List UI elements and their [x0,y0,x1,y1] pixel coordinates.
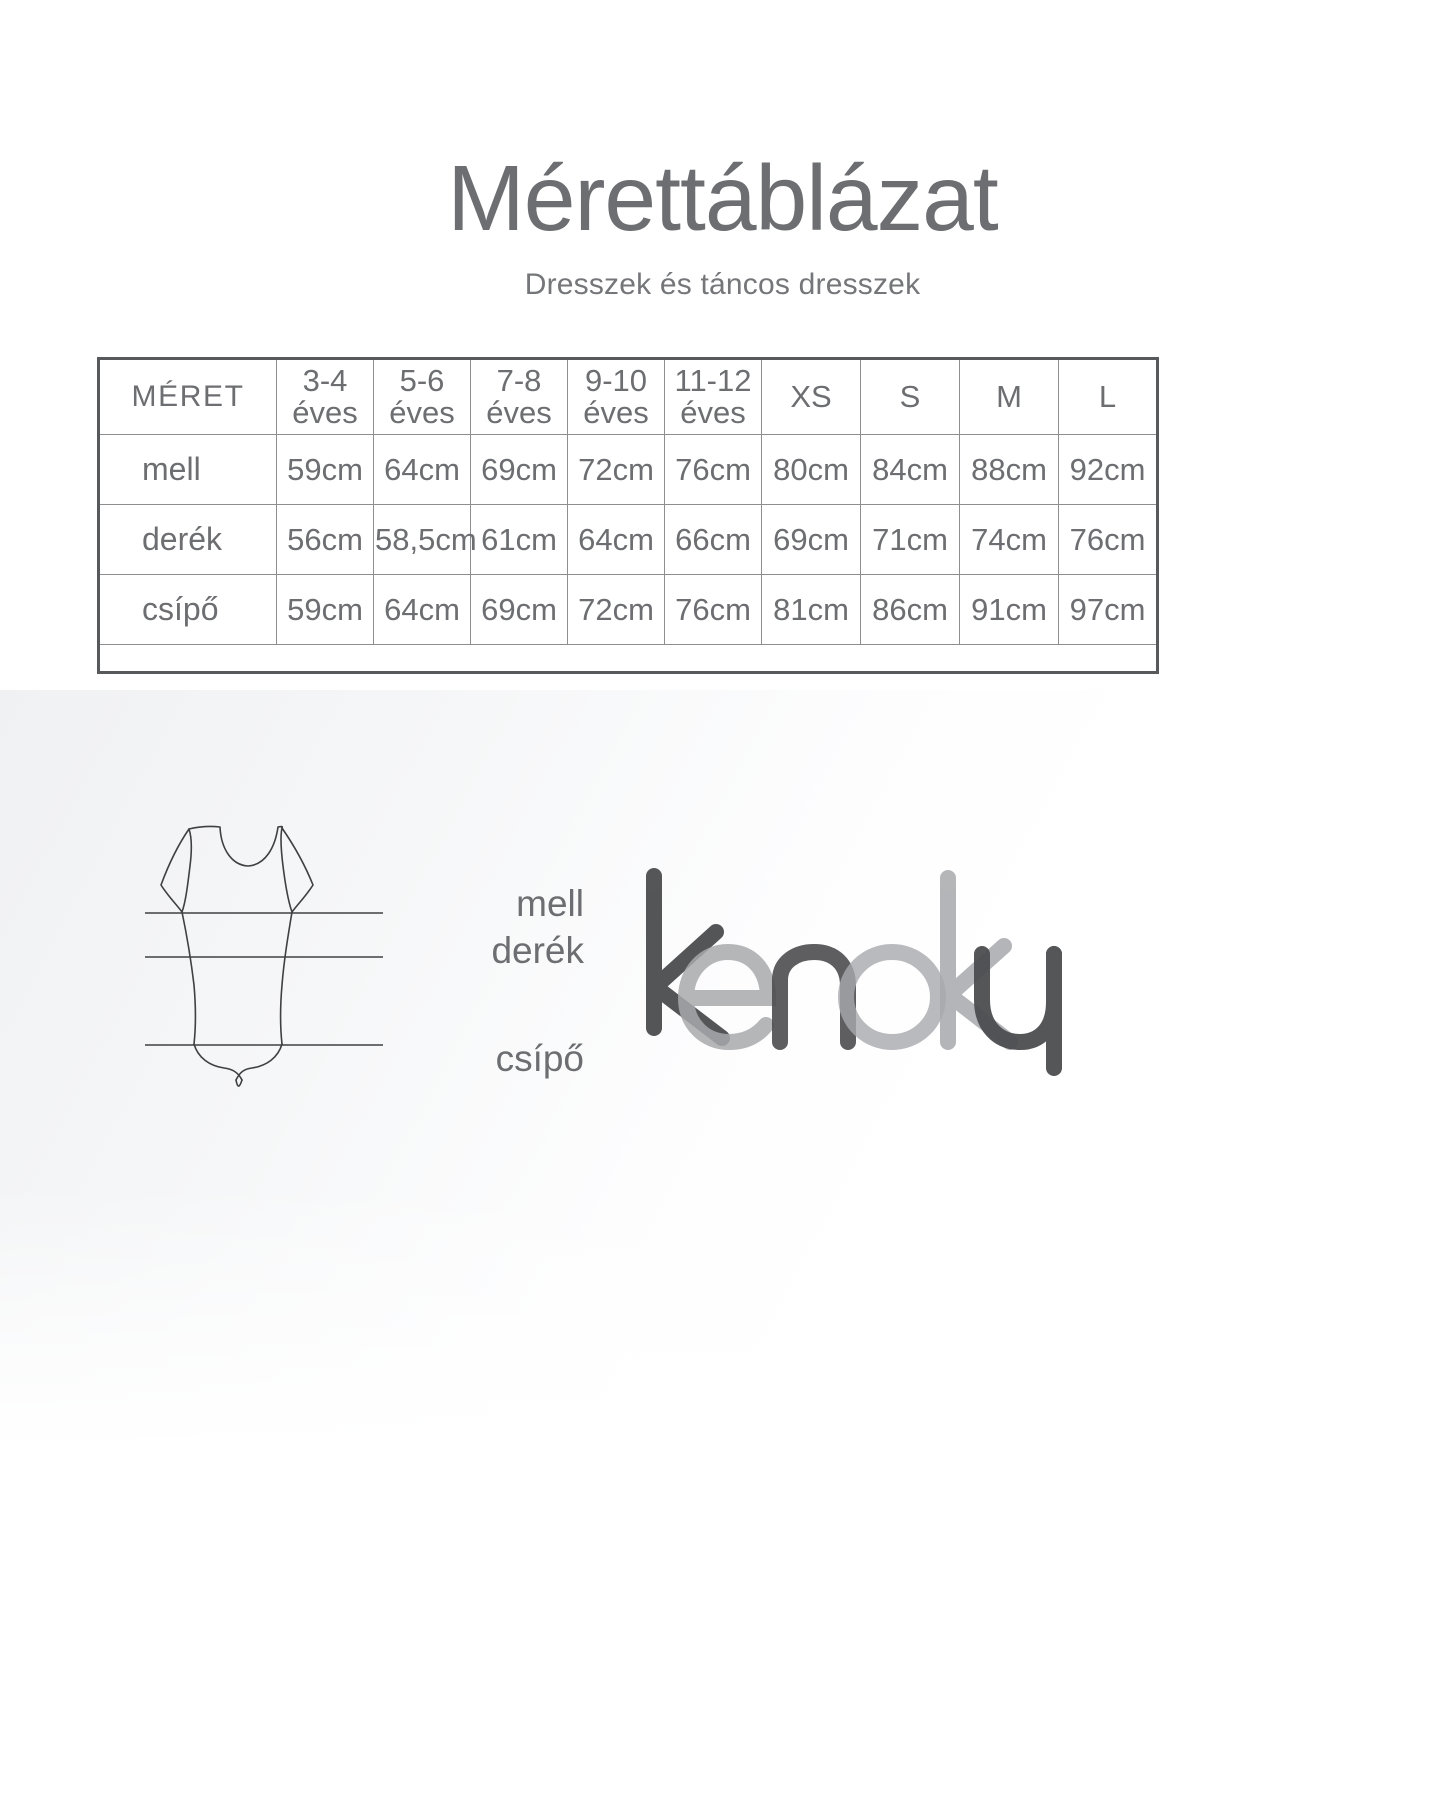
header-line-1: 3-4 [302,363,348,399]
cell-value: 84cm [860,434,960,505]
row-label-mell: mell [98,434,277,505]
cell-value: 64cm [373,434,471,505]
header-line-1: 9-10 [584,363,648,399]
cell-value: 59cm [276,574,374,645]
table-header-row: MÉRET 3-4 éves 5-6 éves 7-8 éves 9-10 [98,358,1158,435]
cell-value: 80cm [761,434,861,505]
header-line-1: L [1098,379,1117,415]
header-cell-size: 11-12 éves [664,358,762,435]
cell-value: 56cm [276,504,374,575]
measure-label-csipo: csípő [495,1037,584,1079]
header-line-2: éves [292,395,358,430]
header-line-1: S [899,379,921,415]
header-line-1: 7-8 [496,363,542,399]
cell-value: 66cm [664,504,762,575]
cell-value: 92cm [1058,434,1158,505]
cell-value: 86cm [860,574,960,645]
header-cell-size: S [860,358,960,435]
header-line-2: éves [583,395,649,430]
cell-value: 76cm [664,574,762,645]
measurement-labels: mell derék csípő [404,880,584,1082]
table-bottom-spacer [98,644,1158,673]
measure-label-derek: derék [491,930,584,972]
cell-value: 58,5cm [373,504,477,575]
leotard-icon [145,825,383,1087]
table-row: derék 56cm 58,5cm 61cm 64cm 66cm 69cm 71… [98,504,1158,575]
row-label-derek: derék [98,504,277,575]
cell-value: 81cm [761,574,861,645]
cell-value: 97cm [1058,574,1158,645]
background-fade [0,1180,1445,1480]
row-label-csipo: csípő [98,574,277,645]
cell-value: 72cm [567,434,665,505]
header-line-2: éves [389,395,455,430]
header-cell-size: 7-8 éves [470,358,568,435]
cell-value: 59cm [276,434,374,505]
header-cell-size: M [959,358,1059,435]
cell-value: 69cm [761,504,861,575]
header-cell-size: 5-6 éves [373,358,471,435]
cell-value: 64cm [567,504,665,575]
header-line-1: 5-6 [399,363,445,399]
table-row: csípő 59cm 64cm 69cm 72cm 76cm 81cm 86cm… [98,574,1158,645]
header-cell-meret: MÉRET [98,358,277,435]
spacer-cell [98,644,1158,673]
cell-value: 69cm [470,574,568,645]
kenoky-logo-icon [646,868,1062,1076]
header-cell-size: 9-10 éves [567,358,665,435]
header-line-1: XS [790,379,832,415]
size-table-container: MÉRET 3-4 éves 5-6 éves 7-8 éves 9-10 [97,357,1159,674]
measure-label-mell: mell [516,883,584,924]
header-line-1: 11-12 [674,363,752,399]
cell-value: 91cm [959,574,1059,645]
header-cell-size: 3-4 éves [276,358,374,435]
header-line-2: éves [680,395,746,430]
page-title: Mérettáblázat [447,146,998,250]
cell-value: 88cm [959,434,1059,505]
header-line-1: M [996,379,1022,415]
cell-value: 64cm [373,574,471,645]
cell-value: 76cm [1058,504,1158,575]
page-subtitle: Dresszek és táncos dresszek [524,268,921,301]
size-table: MÉRET 3-4 éves 5-6 éves 7-8 éves 9-10 [97,357,1159,674]
cell-value: 76cm [664,434,762,505]
cell-value: 71cm [860,504,960,575]
header-line-2: éves [486,395,552,430]
cell-value: 72cm [567,574,665,645]
cell-value: 61cm [470,504,568,575]
table-row: mell 59cm 64cm 69cm 72cm 76cm 80cm 84cm … [98,434,1158,505]
brand-logo [630,868,1100,1083]
header-cell-size: L [1058,358,1158,435]
cell-value: 74cm [959,504,1059,575]
header-cell-size: XS [761,358,861,435]
cell-value: 69cm [470,434,568,505]
leotard-diagram [132,800,422,1100]
